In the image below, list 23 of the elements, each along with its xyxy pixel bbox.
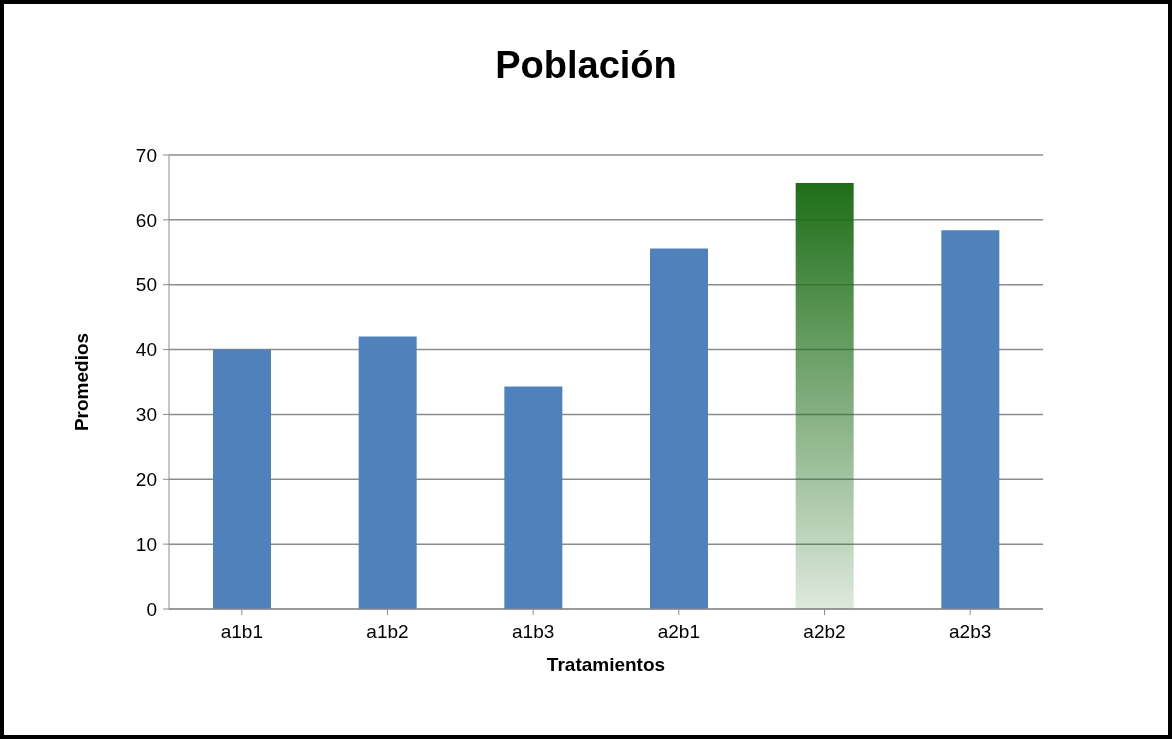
- bar: [504, 386, 563, 609]
- x-tick-label: a2b3: [949, 621, 992, 643]
- y-tick-label: 0: [146, 598, 157, 620]
- bar: [941, 230, 1000, 609]
- y-tick-label: 60: [135, 209, 157, 231]
- x-tick-label: a2b1: [657, 621, 700, 643]
- chart-title: Población: [494, 44, 678, 87]
- y-tick-label: 20: [135, 469, 157, 491]
- y-tick-label: 70: [135, 144, 157, 166]
- bar: [213, 349, 271, 609]
- x-tick-label: a2b2: [803, 621, 846, 643]
- y-tick-label: 10: [135, 533, 157, 555]
- x-tick-label: a1b1: [220, 621, 263, 643]
- bar: [358, 336, 417, 609]
- x-tick-label: a1b3: [512, 621, 555, 643]
- y-tick-label: 30: [135, 404, 157, 426]
- y-tick-label: 40: [135, 339, 157, 361]
- x-tick-label: a1b2: [366, 621, 409, 643]
- bar: [650, 248, 708, 609]
- y-axis-title: Promedios: [70, 332, 92, 432]
- y-tick-label: 50: [135, 274, 157, 296]
- bar: [795, 182, 854, 609]
- x-axis-title: Tratamientos: [546, 654, 666, 675]
